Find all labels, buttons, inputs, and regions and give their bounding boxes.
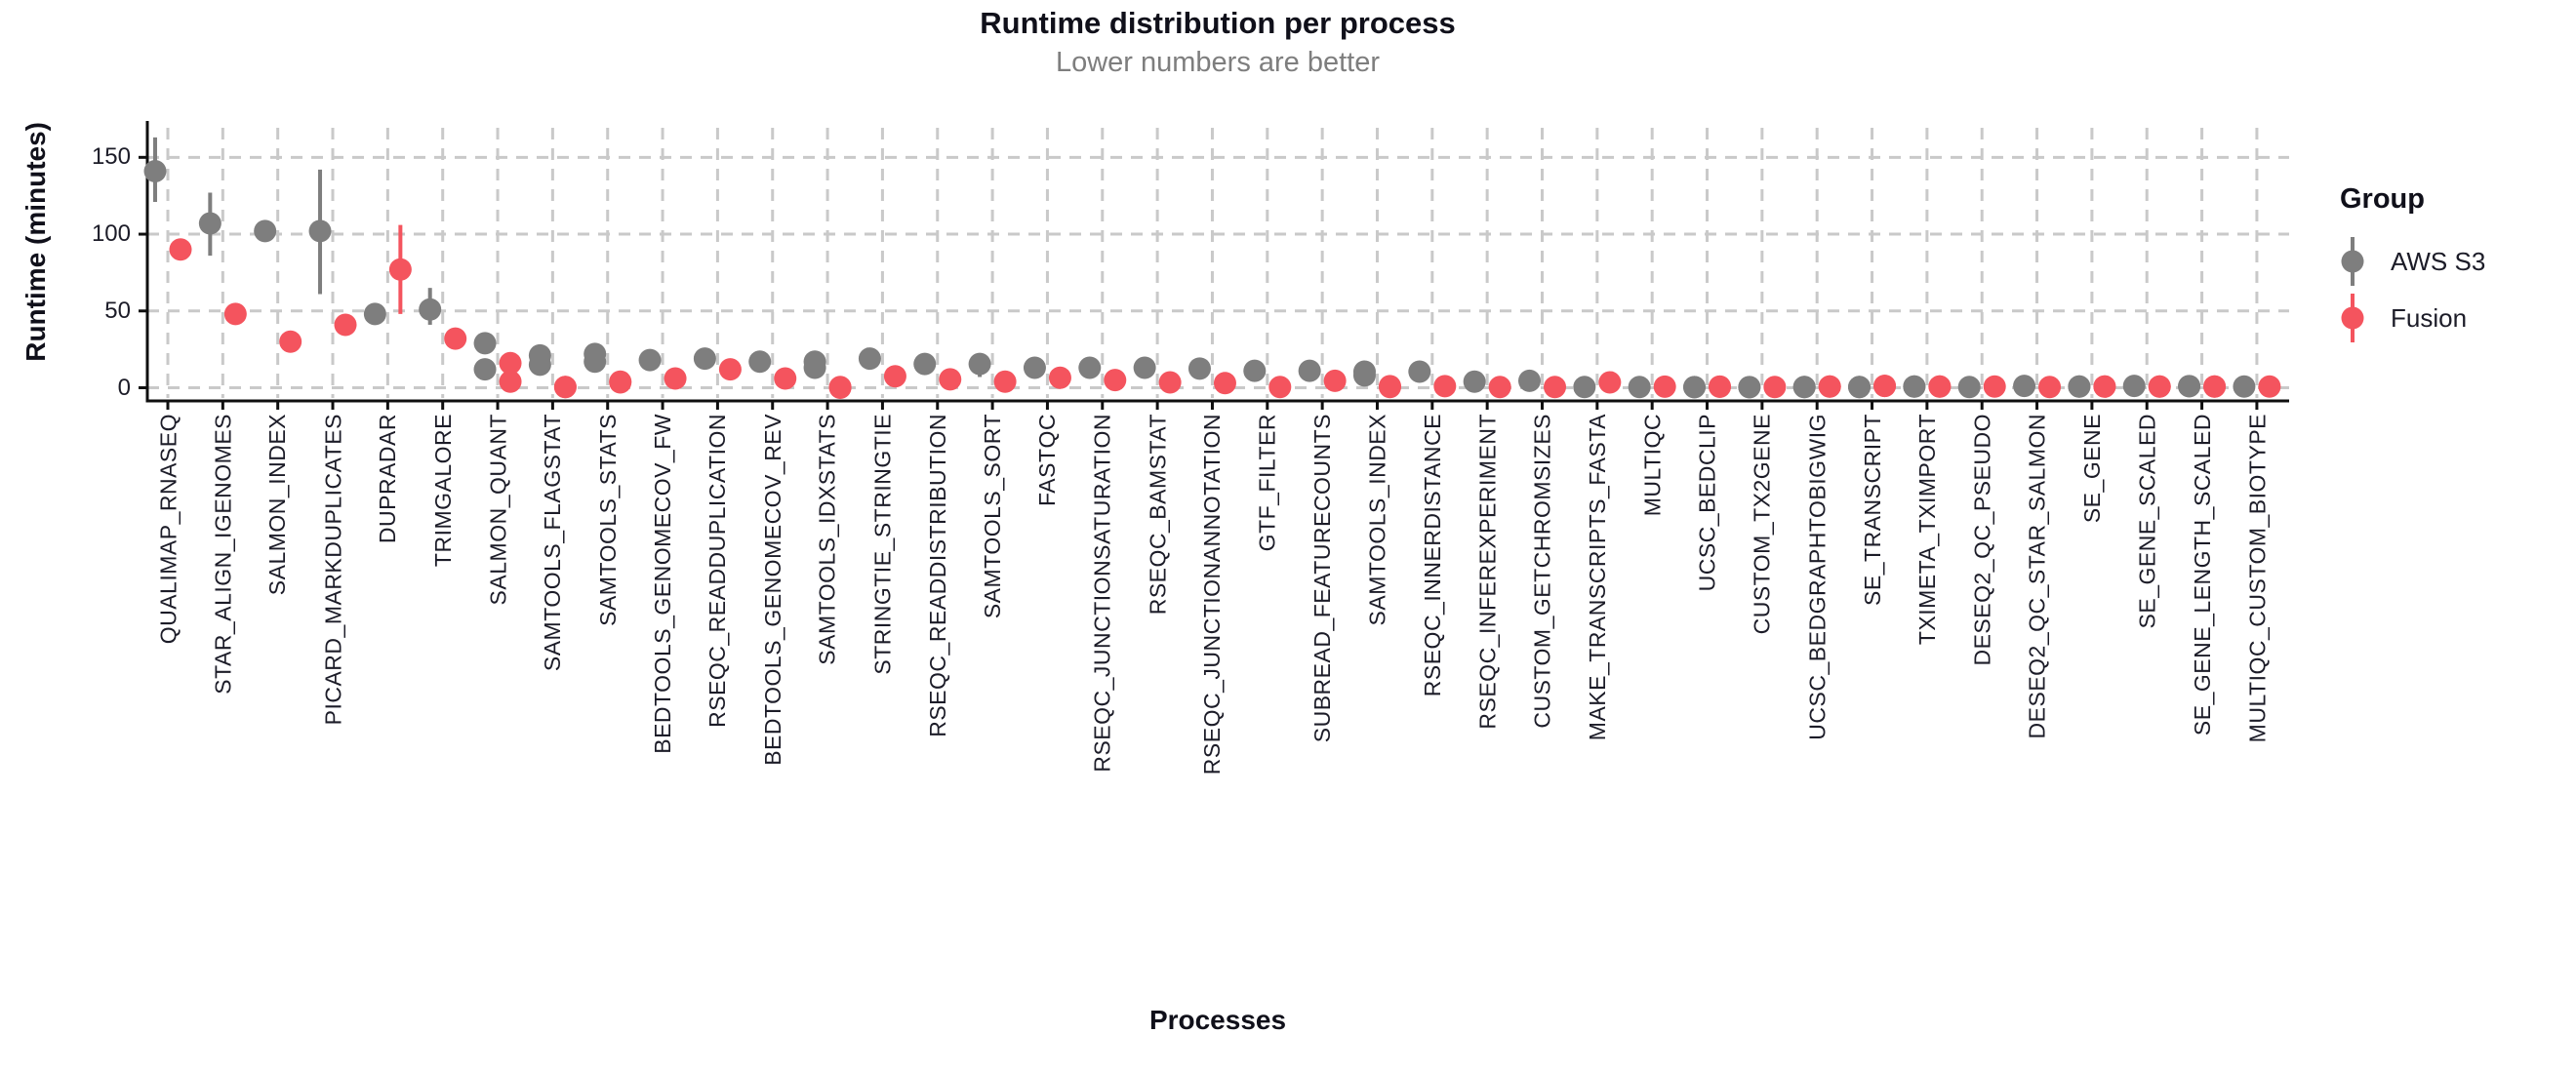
data-point [388,258,412,281]
data-point [638,348,662,372]
data-point [1433,375,1457,398]
data-point [993,370,1017,393]
data-point [1848,376,1872,399]
data-point [1488,376,1511,399]
chart-subtitle: Lower numbers are better [1055,47,1381,78]
data-point [718,358,742,381]
data-point [1298,359,1321,382]
data-point [2148,375,2171,398]
data-point [1213,372,1236,395]
data-point [1518,369,1541,392]
data-point [1133,356,1156,379]
data-point [2068,375,2091,398]
data-point [1873,375,1897,398]
chart-title: Runtime distribution per process [980,6,1456,40]
data-point [1078,356,1102,379]
data-point [748,350,772,374]
data-point [1653,375,1676,398]
data-point [1352,364,1376,387]
data-point [1763,376,1787,399]
data-point [968,352,991,376]
data-point [1243,359,1267,382]
data-point [2038,376,2062,399]
legend-item-aws-s3: AWS S3 [2340,233,2485,290]
data-point [664,367,687,390]
data-point [223,302,247,326]
data-point [1463,370,1486,393]
y-tick-label: 150 [91,143,131,171]
data-point [499,351,522,375]
data-point [1104,369,1127,392]
data-point [883,365,906,388]
data-point [1598,371,1622,394]
data-point [2233,375,2256,398]
data-point [1709,375,1732,398]
data-point [363,302,386,326]
data-point [419,298,442,321]
data-point [2013,375,2036,398]
x-axis-title: Processes [1148,1005,1287,1035]
data-point [1023,356,1046,379]
data-point [1957,376,1981,399]
data-point [584,350,607,374]
data-point [1158,371,1182,394]
data-point [858,347,881,371]
data-point [198,212,221,235]
data-point [334,313,357,337]
data-point [1323,369,1347,392]
y-tick-label: 0 [117,374,131,401]
data-point [473,358,497,381]
data-point [1048,366,1071,389]
y-tick-label: 50 [104,297,131,324]
data-point [169,238,192,261]
data-point [143,159,167,182]
data-point [444,327,467,350]
data-point [1628,376,1651,399]
data-point [2258,375,2281,398]
data-point [499,370,522,393]
data-point [1903,375,1926,398]
legend-title: Group [2340,183,2425,215]
data-point [939,368,962,391]
data-point [828,377,852,399]
legend-label: AWS S3 [2391,246,2486,276]
data-point [308,219,332,243]
data-point [1408,360,1431,383]
legend-item-fusion: Fusion [2340,290,2485,346]
data-point [1738,376,1761,399]
data-point [609,370,632,393]
legend: Group AWS S3 Fusion [2340,183,2485,346]
data-point [1378,376,1401,399]
data-point [803,356,826,379]
data-point [1818,375,1841,398]
data-point [2178,375,2201,398]
data-point [2093,375,2116,398]
data-point [279,330,302,353]
data-point [1683,376,1707,399]
data-point [774,367,797,390]
data-point [913,352,937,376]
data-point [473,332,497,355]
data-point [1268,376,1292,399]
data-point [553,376,577,399]
data-point [1187,357,1211,380]
data-point [528,353,551,377]
data-point [693,347,716,371]
pointrange-marker-icon [2341,294,2364,342]
data-point [1792,376,1816,399]
pointrange-marker-icon [2341,237,2364,286]
data-point [2203,375,2227,398]
y-tick-label: 100 [91,220,131,248]
data-point [1928,375,1952,398]
data-point [2122,375,2146,398]
data-point [1573,376,1596,399]
data-point [254,219,277,243]
legend-label: Fusion [2391,302,2468,333]
data-point [1983,375,2006,398]
data-point [1544,376,1566,399]
